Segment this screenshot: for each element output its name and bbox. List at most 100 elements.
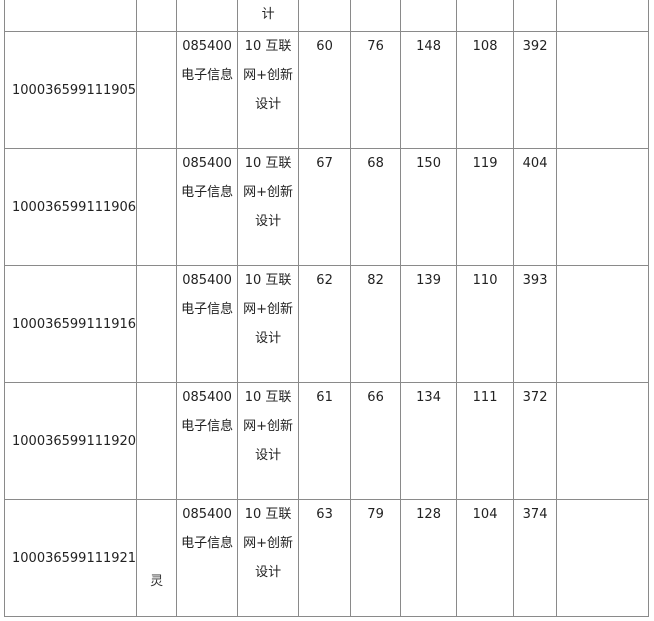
direction-cell-text: 10 互联网+创新设计 bbox=[243, 156, 294, 229]
score1-cell: 62 bbox=[298, 265, 352, 383]
score3-cell: 128 bbox=[400, 499, 458, 617]
score3-cell: 150 bbox=[400, 148, 458, 266]
score1-cell-text: 61 bbox=[316, 390, 333, 405]
total-cell-text: 404 bbox=[522, 156, 548, 171]
score4-cell-text: 108 bbox=[472, 39, 498, 54]
score1-cell: 63 bbox=[298, 499, 352, 617]
score1-cell-text: 67 bbox=[316, 156, 333, 171]
direction-cell-text: 10 互联网+创新设计 bbox=[243, 507, 294, 580]
score1-cell-text: 63 bbox=[316, 507, 333, 522]
score3-cell-text: 150 bbox=[416, 156, 441, 171]
direction-cell: 10 互联网+创新设计 bbox=[237, 148, 300, 266]
score4-cell: 111 bbox=[456, 382, 515, 500]
id-cell-text: 100036599111906 bbox=[12, 199, 137, 215]
table-row: 100036599111905 085400电子信息 10 互联网+创新设计 60 76… bbox=[3, 31, 650, 149]
id-cell: 100036599111921 bbox=[3, 499, 138, 617]
name-cell bbox=[136, 31, 178, 149]
score4-cell-text: 110 bbox=[472, 273, 498, 288]
total-cell-text: 374 bbox=[522, 507, 548, 522]
name-cell-text: 灵 bbox=[150, 574, 164, 589]
score2-cell: 76 bbox=[350, 31, 402, 149]
total-cell: 404 bbox=[513, 148, 558, 266]
major-cell: 085400电子信息 bbox=[176, 499, 239, 617]
major-cell-text: 085400电子信息 bbox=[181, 273, 234, 317]
name-cell-text bbox=[137, 362, 176, 382]
score4-cell: 104 bbox=[456, 499, 515, 617]
direction-cell-text: 10 互联网+创新设计 bbox=[243, 390, 294, 463]
score2-cell-text: 79 bbox=[367, 507, 384, 522]
score2-cell: 82 bbox=[350, 265, 402, 383]
major-cell-text: 085400电子信息 bbox=[181, 39, 234, 83]
direction-cell: 10 互联网+创新设计 bbox=[237, 31, 300, 149]
total-cell: 392 bbox=[513, 31, 558, 149]
score1-cell: 60 bbox=[298, 31, 352, 149]
score2-cell-text: 68 bbox=[367, 156, 384, 171]
major-cell: 085400电子信息 bbox=[176, 382, 239, 500]
empty-cell bbox=[556, 499, 650, 617]
major-cell: 085400电子信息 bbox=[176, 148, 239, 266]
score1-cell: 61 bbox=[298, 382, 352, 500]
direction-cell: 10 互联网+创新设计 bbox=[237, 265, 300, 383]
id-cell: 100036599111920 bbox=[3, 382, 138, 500]
empty-cell bbox=[556, 382, 650, 500]
name-cell-text bbox=[137, 128, 176, 148]
empty-cell bbox=[556, 31, 650, 149]
total-cell-text: 392 bbox=[522, 39, 548, 54]
table-row: 计 bbox=[3, 0, 650, 32]
score4-cell-text: 104 bbox=[472, 507, 498, 522]
total-cell: 393 bbox=[513, 265, 558, 383]
empty-cell bbox=[556, 265, 650, 383]
empty-cell bbox=[556, 148, 650, 266]
score2-cell-text: 66 bbox=[367, 390, 384, 405]
score1-cell-text: 60 bbox=[316, 39, 333, 54]
direction-cell: 10 互联网+创新设计 bbox=[237, 499, 300, 617]
name-cell-text bbox=[137, 245, 176, 265]
score3-cell-text: 128 bbox=[416, 507, 441, 522]
id-cell-text: 100036599111905 bbox=[12, 82, 137, 98]
id-cell: 100036599111906 bbox=[3, 148, 138, 266]
table-row: 100036599111906 085400电子信息 10 互联网+创新设计 67 68… bbox=[3, 148, 650, 266]
score4-cell: 110 bbox=[456, 265, 515, 383]
name-cell bbox=[136, 265, 178, 383]
direction-cell: 10 互联网+创新设计 bbox=[237, 382, 300, 500]
score2-cell-text: 76 bbox=[367, 39, 384, 54]
name-cell bbox=[136, 148, 178, 266]
major-cell-text: 085400电子信息 bbox=[181, 390, 234, 434]
score2-cell: 68 bbox=[350, 148, 402, 266]
id-cell-text: 100036599111921 bbox=[12, 550, 137, 566]
major-cell-text: 085400电子信息 bbox=[181, 156, 234, 200]
total-cell-text: 372 bbox=[522, 390, 548, 405]
score2-cell: 79 bbox=[350, 499, 402, 617]
score2-cell: 66 bbox=[350, 382, 402, 500]
direction-cell-text: 10 互联网+创新设计 bbox=[243, 273, 294, 346]
table-row: 100036599111920 085400电子信息 10 互联网+创新设计 61 66… bbox=[3, 382, 650, 500]
score4-cell-text: 111 bbox=[472, 390, 498, 405]
id-cell-text: 100036599111920 bbox=[12, 433, 137, 449]
score3-cell-text: 134 bbox=[416, 390, 441, 405]
score3-cell: 148 bbox=[400, 31, 458, 149]
score4-cell-text: 119 bbox=[472, 156, 498, 171]
major-cell-text: 085400电子信息 bbox=[181, 507, 234, 551]
score3-cell: 139 bbox=[400, 265, 458, 383]
id-cell: 100036599111905 bbox=[3, 31, 138, 149]
score-table: 计 100036599111905 085400电子信息 10 互联网+创新设计 60… bbox=[3, 0, 650, 617]
name-cell-text bbox=[137, 479, 176, 499]
id-cell: 100036599111916 bbox=[3, 265, 138, 383]
score3-cell: 134 bbox=[400, 382, 458, 500]
id-cell-text: 100036599111916 bbox=[12, 316, 137, 332]
score4-cell: 119 bbox=[456, 148, 515, 266]
direction-cell: 计 bbox=[237, 0, 300, 32]
table-row: 100036599111916 085400电子信息 10 互联网+创新设计 62 82… bbox=[3, 265, 650, 383]
major-cell: 085400电子信息 bbox=[176, 265, 239, 383]
name-cell bbox=[136, 382, 178, 500]
total-cell: 374 bbox=[513, 499, 558, 617]
score3-cell-text: 148 bbox=[416, 39, 441, 54]
total-cell: 372 bbox=[513, 382, 558, 500]
major-cell: 085400电子信息 bbox=[176, 31, 239, 149]
score4-cell: 108 bbox=[456, 31, 515, 149]
score1-cell: 67 bbox=[298, 148, 352, 266]
total-cell-text: 393 bbox=[522, 273, 548, 288]
table-row: 100036599111921 灵 085400电子信息 10 互联网+创新设计 63 7… bbox=[3, 499, 650, 617]
direction-cell-text: 10 互联网+创新设计 bbox=[243, 39, 294, 112]
name-cell: 灵 bbox=[136, 499, 178, 617]
